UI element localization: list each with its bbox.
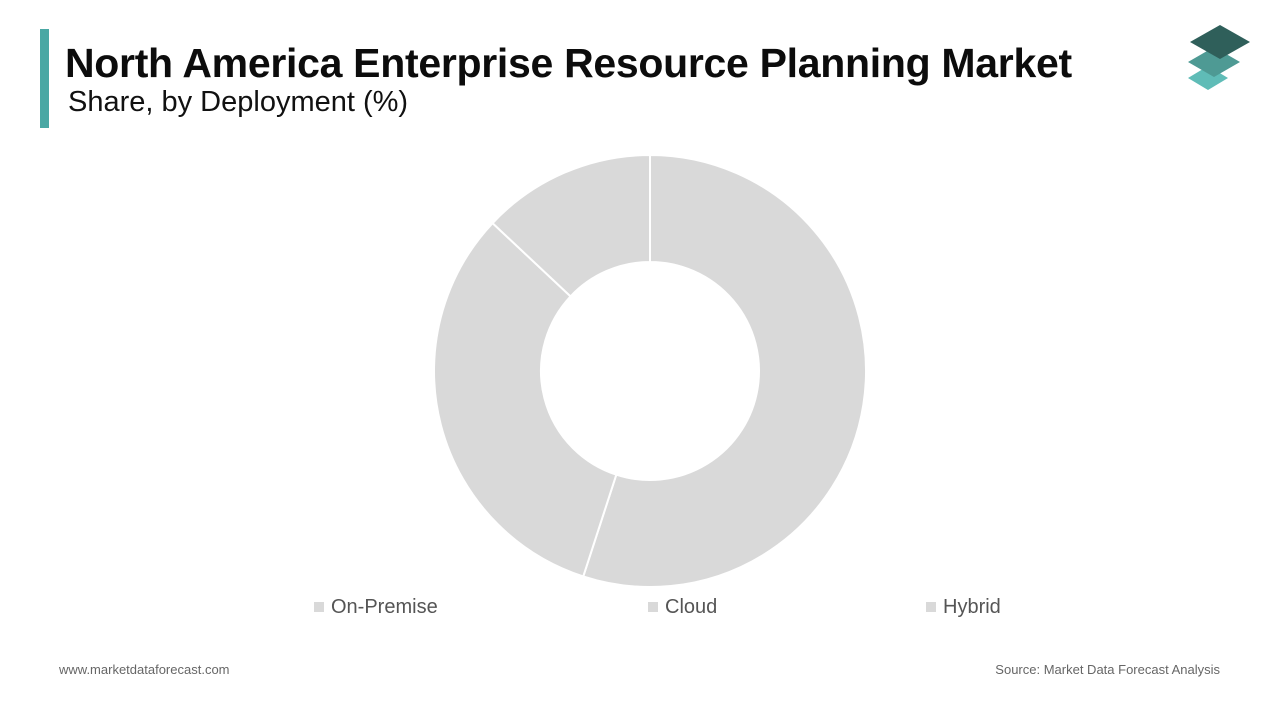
legend-item-cloud: Cloud: [648, 595, 717, 619]
chart-title: North America Enterprise Resource Planni…: [65, 40, 1072, 86]
legend-label: On-Premise: [331, 595, 438, 618]
chart-subtitle: Share, by Deployment (%): [68, 86, 409, 118]
slice-cloud: [433, 221, 618, 578]
legend-swatch: [648, 602, 658, 612]
donut-slices: [433, 153, 867, 588]
slice-hybrid: [491, 153, 651, 298]
slice-on-premise: [581, 153, 867, 588]
legend-item-hybrid: Hybrid: [926, 595, 1001, 619]
source-note: Source: Market Data Forecast Analysis: [995, 662, 1220, 677]
legend-label: Hybrid: [943, 595, 1001, 618]
legend-swatch: [314, 602, 324, 612]
stacked-layers-icon: [1188, 25, 1250, 90]
legend-label: Cloud: [665, 595, 718, 618]
legend-swatch: [926, 602, 936, 612]
logo-layer-top: [1190, 25, 1250, 59]
title-accent-bar: [40, 29, 49, 128]
legend-item-on-premise: On-Premise: [314, 595, 438, 619]
website-url: www.marketdataforecast.com: [59, 662, 230, 677]
